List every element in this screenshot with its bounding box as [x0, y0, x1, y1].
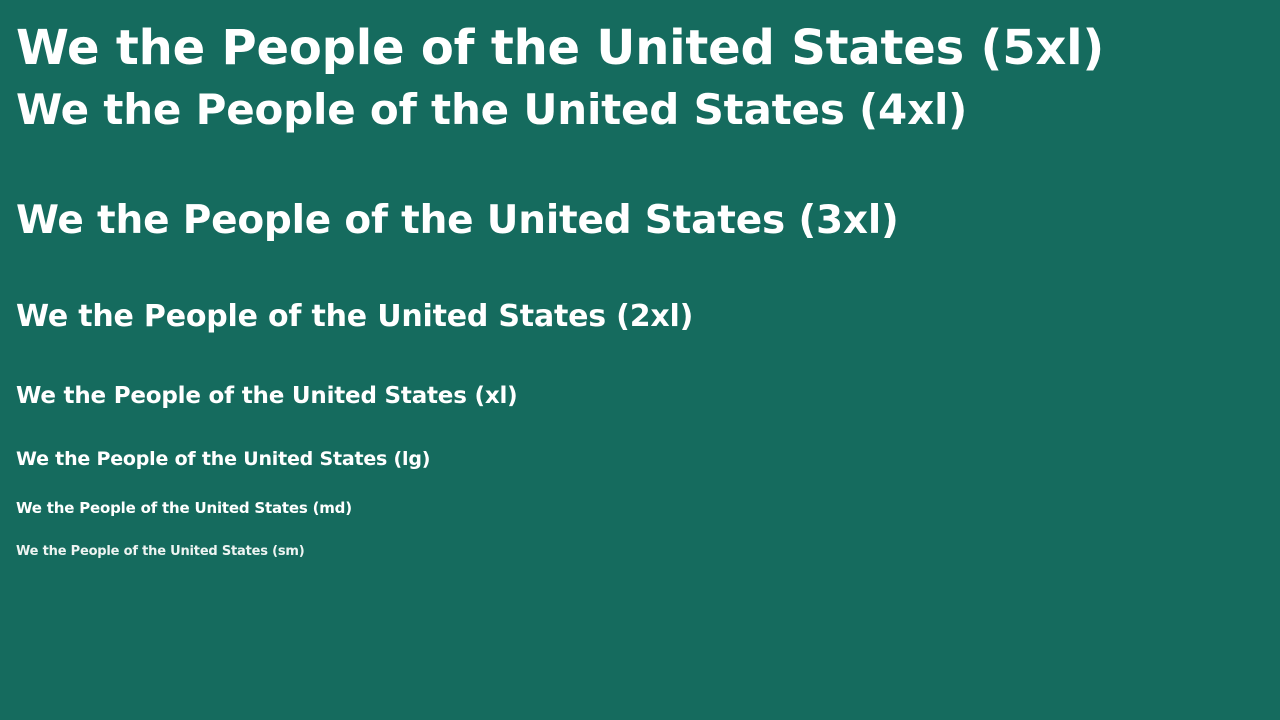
heading-sm: We the People of the United States (sm): [16, 544, 305, 559]
heading-md: We the People of the United States (md): [16, 499, 352, 517]
heading-5xl: We the People of the United States (5xl): [16, 20, 1105, 76]
heading-4xl: We the People of the United States (4xl): [16, 85, 968, 134]
heading-2xl: We the People of the United States (2xl): [16, 299, 694, 334]
heading-xl: We the People of the United States (xl): [16, 383, 518, 409]
heading-3xl: We the People of the United States (3xl): [16, 198, 899, 243]
heading-lg: We the People of the United States (lg): [16, 448, 431, 470]
